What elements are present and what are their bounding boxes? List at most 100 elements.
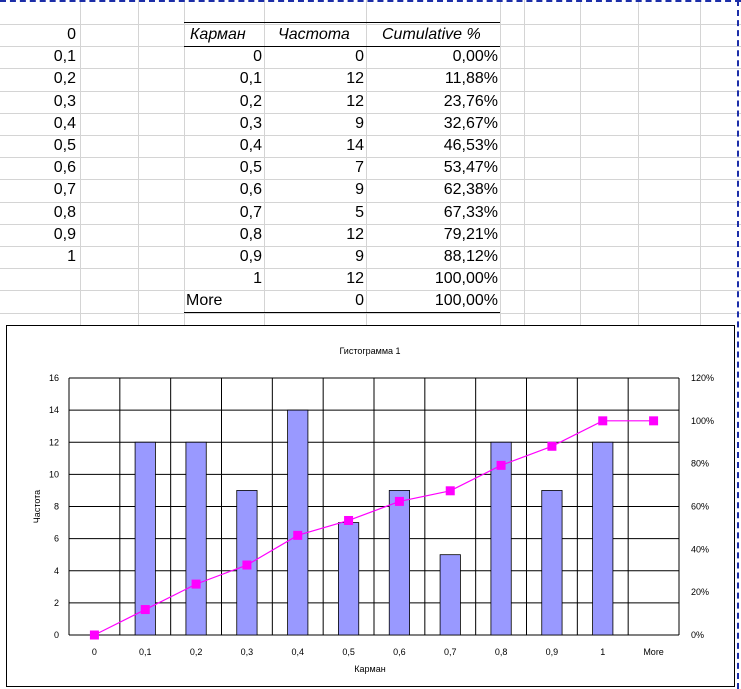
x-tick-label: 0,1 xyxy=(139,647,152,657)
y2-tick-label: 80% xyxy=(691,459,709,469)
y2-tick-label: 20% xyxy=(691,587,709,597)
grid-row-line xyxy=(0,157,741,159)
table-frequency-cell[interactable]: 9 xyxy=(355,248,364,265)
table-header-cumulative[interactable]: Cumulative % xyxy=(382,26,481,43)
cell-column-a[interactable]: 0,3 xyxy=(53,92,76,110)
y-tick-label: 14 xyxy=(49,405,59,415)
table-frequency-cell[interactable]: 7 xyxy=(355,159,364,177)
cumulative-point-8 xyxy=(496,460,506,470)
histogram-chart[interactable]: 0 2 4 6 8 10 12 14 16 0% 20% 40% 60% 80% 100% 120% 0 0,1 0… xyxy=(6,325,735,687)
cumulative-point-6 xyxy=(394,496,404,506)
grid-row-line xyxy=(0,290,741,292)
table-cumulative-cell[interactable]: 67,33% xyxy=(443,203,498,221)
grid-column-line xyxy=(264,0,265,325)
table-cumulative-cell[interactable]: 23,76% xyxy=(443,92,498,110)
x-tick-label: 0,9 xyxy=(546,647,559,657)
grid-row-line xyxy=(0,179,741,181)
grid-column-line xyxy=(184,0,185,325)
table-header-frequency[interactable]: Частота xyxy=(278,26,350,43)
x-tick-label: 0,4 xyxy=(291,647,304,657)
table-frequency-cell[interactable]: 0 xyxy=(355,48,364,66)
page-break-horizontal xyxy=(0,0,741,2)
x-tick-label: 0,7 xyxy=(444,647,457,657)
table-bin-cell[interactable]: 0,5 xyxy=(239,159,262,177)
y-axis-label: Частота xyxy=(32,490,42,523)
table-frequency-cell[interactable]: 12 xyxy=(346,270,364,288)
table-cumulative-cell[interactable]: 62,38% xyxy=(443,181,498,199)
cumulative-point-10 xyxy=(598,416,608,426)
table-cumulative-cell[interactable]: 88,12% xyxy=(443,248,498,265)
table-cumulative-cell[interactable]: 0,00% xyxy=(452,48,498,66)
grid-row-line xyxy=(0,268,741,270)
table-frequency-cell[interactable]: 9 xyxy=(355,114,364,132)
table-frequency-cell[interactable]: 5 xyxy=(355,203,364,221)
table-bin-cell[interactable]: 0,1 xyxy=(239,70,262,88)
y-tick-label: 0 xyxy=(54,630,59,640)
x-tick-label: 1 xyxy=(600,647,605,657)
table-cumulative-cell[interactable]: 11,88% xyxy=(444,70,498,88)
y-tick-label: 12 xyxy=(49,437,59,447)
table-bin-cell[interactable]: 0,8 xyxy=(239,225,262,243)
y2-tick-label: 120% xyxy=(691,373,714,383)
cell-column-a[interactable]: 0,7 xyxy=(53,181,76,199)
grid-row-line xyxy=(0,246,741,247)
cell-column-a[interactable]: 0,4 xyxy=(53,114,76,132)
table-cumulative-cell[interactable]: 53,47% xyxy=(443,159,498,177)
table-bin-cell[interactable]: 0,3 xyxy=(239,114,262,132)
y2-tick-label: 100% xyxy=(691,416,714,426)
table-frequency-cell[interactable]: 14 xyxy=(346,137,364,154)
x-tick-label: 0,5 xyxy=(342,647,355,657)
bar-10 xyxy=(592,441,614,636)
cumulative-point-0 xyxy=(89,630,99,640)
table-frequency-cell[interactable]: 9 xyxy=(355,181,364,199)
cumulative-point-1 xyxy=(140,605,150,615)
cell-column-a[interactable]: 0 xyxy=(67,26,76,43)
table-bin-cell[interactable]: 0,6 xyxy=(239,181,262,199)
bar-4 xyxy=(287,409,309,636)
cell-column-a[interactable]: 1 xyxy=(67,248,76,265)
cell-column-a[interactable]: 0,6 xyxy=(53,159,76,177)
cell-column-a[interactable]: 0,2 xyxy=(53,70,76,88)
cell-column-a[interactable]: 0,9 xyxy=(53,225,76,243)
table-frequency-cell[interactable]: 12 xyxy=(346,70,364,88)
cumulative-point-3 xyxy=(242,560,252,570)
table-border-line xyxy=(184,46,500,47)
table-frequency-cell[interactable]: 12 xyxy=(346,92,364,110)
table-frequency-cell[interactable]: 0 xyxy=(355,292,364,310)
table-cumulative-cell[interactable]: 100,00% xyxy=(434,292,498,310)
cumulative-point-9 xyxy=(547,441,557,451)
grid-row-line xyxy=(0,112,741,114)
bar-1 xyxy=(134,441,156,636)
table-bin-cell[interactable]: 0,4 xyxy=(239,137,262,154)
cumulative-point-4 xyxy=(293,530,303,540)
table-cumulative-cell[interactable]: 79,21% xyxy=(443,225,498,243)
table-bin-cell[interactable]: 0,2 xyxy=(239,92,262,110)
table-header-bin[interactable]: Карман xyxy=(190,26,246,43)
cell-column-a[interactable]: 0,5 xyxy=(53,137,76,154)
grid-column-line xyxy=(80,0,81,325)
table-bin-cell[interactable]: 0,9 xyxy=(239,248,262,265)
table-bin-cell[interactable]: 1 xyxy=(253,270,262,288)
y-tick-label: 16 xyxy=(49,373,59,383)
y-tick-label: 8 xyxy=(54,502,59,512)
table-cumulative-cell[interactable]: 32,67% xyxy=(443,114,498,132)
x-tick-label: 0 xyxy=(92,647,97,657)
x-tick-label: 0,8 xyxy=(495,647,508,657)
cumulative-point-2 xyxy=(191,579,201,589)
table-frequency-cell[interactable]: 12 xyxy=(346,225,364,243)
cumulative-point-11 xyxy=(649,416,659,426)
table-cumulative-cell[interactable]: 46,53% xyxy=(443,137,498,154)
cell-column-a[interactable]: 0,8 xyxy=(53,203,76,221)
bar-8 xyxy=(490,441,512,636)
table-bin-cell[interactable]: 0,7 xyxy=(239,203,262,221)
grid-column-line xyxy=(500,0,501,325)
table-cumulative-cell[interactable]: 100,00% xyxy=(434,270,498,288)
grid-column-line xyxy=(700,0,701,325)
grid-column-line xyxy=(366,0,367,325)
table-bin-cell[interactable]: More xyxy=(186,292,223,310)
grid-column-line xyxy=(524,0,525,325)
bar-2 xyxy=(185,441,207,636)
table-bin-cell[interactable]: 0 xyxy=(253,48,262,66)
grid-column-line xyxy=(138,0,139,325)
cell-column-a[interactable]: 0,1 xyxy=(53,48,76,66)
